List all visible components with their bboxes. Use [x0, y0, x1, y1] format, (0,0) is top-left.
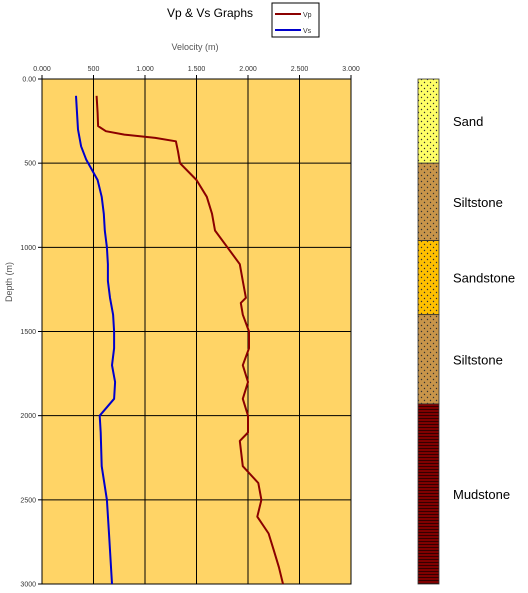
legend-label-vs: Vs	[303, 28, 312, 35]
y-tick-label: 500	[24, 161, 36, 168]
plot-area: 0.000 500 1.000 1.500 2.000 2.500 3.000 0.00 500…	[20, 66, 359, 589]
chart-title: Vp & Vs Graphs	[167, 6, 253, 20]
lithology-label: Mudstone	[453, 487, 510, 502]
legend-box	[271, 2, 320, 38]
y-tick-label: 1000	[20, 245, 36, 252]
series-line-vs	[75, 95, 117, 585]
y-tick-label: 0.00	[22, 77, 36, 84]
y-tick-label: 2500	[20, 497, 36, 504]
y-axis-label: Depth (m)	[4, 262, 14, 302]
x-tick-label: 500	[88, 66, 100, 73]
x-tick-label: 2.000	[239, 66, 257, 73]
y-tick-label: 2000	[20, 413, 36, 420]
x-tick-label: 1.500	[188, 66, 206, 73]
lithology-pattern	[417, 162, 440, 242]
x-tick-label: 0.000	[33, 66, 51, 73]
lithology-label: Siltstone	[453, 195, 503, 210]
lithology-column: Sand Siltstone Sandstone Siltstone Mudstone	[417, 78, 515, 585]
x-tick-label: 3.000	[342, 66, 360, 73]
x-axis-label: Velocity (m)	[171, 42, 218, 52]
lithology-pattern	[417, 240, 440, 316]
lithology-pattern	[417, 78, 440, 164]
lithology-pattern	[417, 314, 440, 405]
y-tick-label: 3000	[20, 582, 36, 589]
lithology-pattern	[417, 403, 440, 585]
lithology-label: Sandstone	[453, 271, 515, 286]
series-line-vp	[95, 95, 284, 585]
x-tick-label: 2.500	[291, 66, 309, 73]
legend-label-vp: Vp	[303, 12, 312, 19]
y-tick-label: 1500	[20, 329, 36, 336]
x-tick-label: 1.000	[136, 66, 154, 73]
lithology-label: Sand	[453, 114, 483, 129]
lithology-label: Siltstone	[453, 352, 503, 367]
